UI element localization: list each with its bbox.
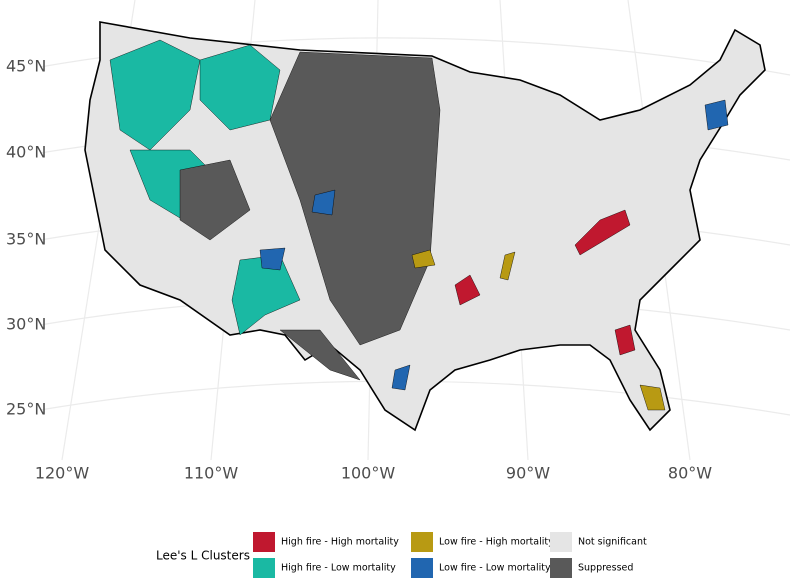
legend-swatch bbox=[253, 558, 275, 578]
lat-label: 25°N bbox=[6, 400, 46, 419]
lat-label: 35°N bbox=[6, 230, 46, 249]
lat-label: 40°N bbox=[6, 143, 46, 162]
cluster-region bbox=[499, 251, 516, 281]
cluster-region bbox=[179, 159, 251, 241]
lon-label: 90°W bbox=[506, 464, 550, 483]
cluster-region bbox=[411, 249, 436, 269]
legend-label: Low fire - High mortality bbox=[439, 537, 554, 548]
legend-label: Suppressed bbox=[578, 563, 633, 574]
lat-labels: 45°N 40°N 35°N 30°N 25°N bbox=[6, 57, 46, 419]
legend-label: High fire - High mortality bbox=[281, 537, 399, 548]
cluster-region bbox=[639, 384, 666, 411]
cluster-region bbox=[109, 39, 201, 151]
lon-label: 120°W bbox=[35, 464, 90, 483]
legend-swatch bbox=[411, 532, 433, 552]
cluster-region bbox=[614, 324, 636, 356]
cluster-region bbox=[574, 209, 631, 256]
legend-swatch bbox=[253, 532, 275, 552]
legend-title: Lee's L Clusters bbox=[156, 549, 250, 563]
legend-label: High fire - Low mortality bbox=[281, 563, 396, 574]
lat-label: 30°N bbox=[6, 315, 46, 334]
cluster-region bbox=[279, 329, 361, 381]
lon-label: 100°W bbox=[341, 464, 396, 483]
cluster-regions bbox=[109, 39, 729, 411]
cluster-region bbox=[704, 99, 729, 131]
cluster-region bbox=[259, 247, 286, 271]
legend-swatch bbox=[550, 558, 572, 578]
legend: High fire - High mortality High fire - Lo… bbox=[253, 532, 647, 578]
legend-label: Not significant bbox=[578, 537, 647, 548]
cluster-region bbox=[391, 364, 411, 391]
cluster-region bbox=[269, 51, 441, 346]
lon-label: 110°W bbox=[184, 464, 239, 483]
legend-swatch bbox=[550, 532, 572, 552]
cluster-region bbox=[311, 189, 336, 216]
cluster-region bbox=[199, 44, 281, 131]
lon-label: 80°W bbox=[668, 464, 712, 483]
legend-swatch bbox=[411, 558, 433, 578]
cluster-region bbox=[454, 274, 481, 306]
legend-label: Low fire - Low mortality bbox=[439, 563, 551, 574]
lon-labels: 120°W 110°W 100°W 90°W 80°W bbox=[35, 464, 712, 483]
lat-label: 45°N bbox=[6, 57, 46, 76]
